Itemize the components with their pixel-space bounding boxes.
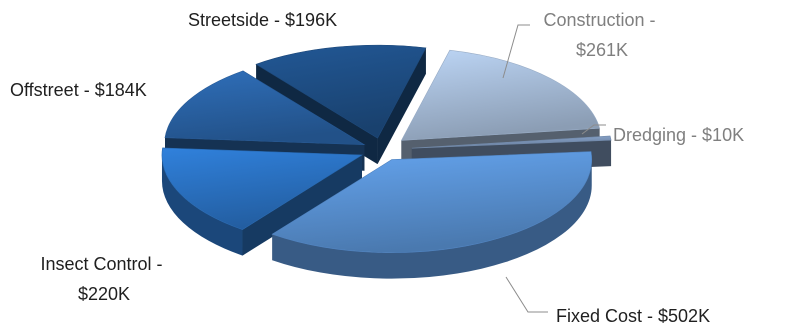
slice-insect-control [161, 147, 363, 230]
label-insect-control-line1: Insect Control - [40, 254, 162, 274]
slice-fixed-cost-side [272, 159, 592, 279]
slice-offstreet [164, 70, 366, 146]
leader-lines [502, 24, 606, 313]
data-labels: Construction - $261K Dredging - $10K Fix… [10, 10, 744, 326]
leader-dredging [581, 124, 606, 135]
slice-streetside [255, 44, 427, 139]
slice-dredging [411, 135, 612, 149]
label-offstreet: Offstreet - $184K [10, 80, 147, 100]
label-insect-control-line2: $220K [78, 284, 130, 304]
leader-fixed-cost [505, 276, 548, 313]
slice-insect-control-wall-start [242, 155, 362, 256]
label-construction-line2: $261K [576, 40, 628, 60]
slice-tops [161, 44, 612, 253]
slice-fixed-cost [271, 151, 592, 253]
label-insect-control: Insect Control - $220K [40, 254, 167, 304]
label-streetside: Streetside - $196K [188, 10, 337, 30]
slice-construction [400, 49, 601, 141]
leader-construction [502, 24, 530, 79]
label-fixed-cost: Fixed Cost - $502K [556, 306, 710, 326]
label-construction: Construction - $261K [543, 10, 660, 60]
label-dredging: Dredging - $10K [613, 125, 744, 145]
slice-insect-control-side [161, 155, 243, 256]
slice-streetside-wall-end [377, 47, 426, 165]
label-construction-line1: Construction - [543, 10, 655, 30]
